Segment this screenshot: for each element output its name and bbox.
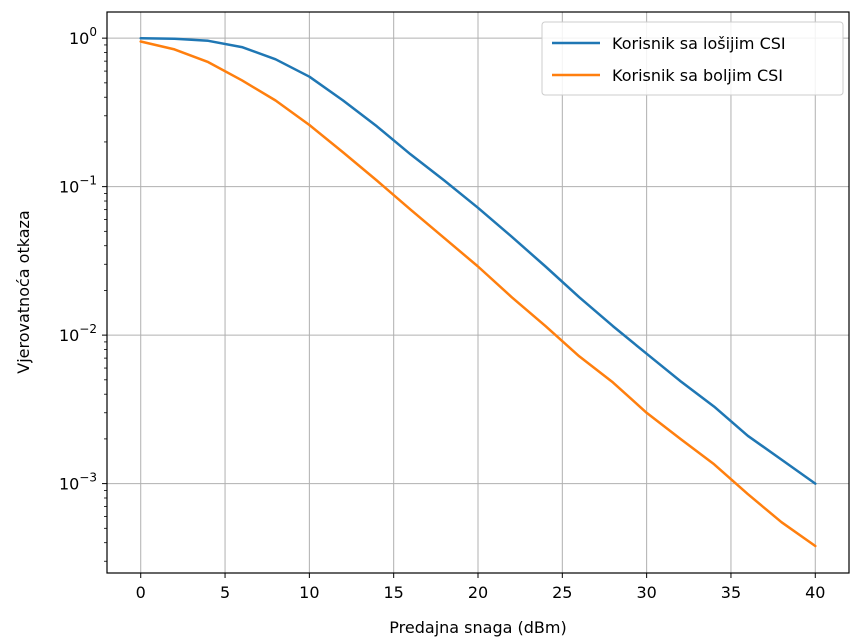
x-axis-label: Predajna snaga (dBm)	[389, 618, 566, 637]
x-tick-label: 25	[552, 583, 572, 602]
x-tick-label: 10	[299, 583, 319, 602]
y-tick-base: 10	[59, 475, 79, 494]
legend-label-series-1: Korisnik sa boljim CSI	[612, 66, 783, 85]
y-tick-base: 10	[59, 178, 79, 197]
x-tick-label: 40	[805, 583, 825, 602]
y-tick-label: 10−3	[59, 471, 97, 494]
y-tick-exponent: −1	[79, 174, 97, 188]
x-tick-label: 35	[721, 583, 741, 602]
legend: Korisnik sa lošijim CSI Korisnik sa bolj…	[541, 21, 844, 96]
y-tick-label: 100	[69, 25, 97, 48]
x-tick-label: 0	[136, 583, 146, 602]
legend-label-series-0: Korisnik sa lošijim CSI	[612, 34, 786, 53]
y-tick-exponent: −2	[79, 322, 97, 336]
x-tick-label: 15	[384, 583, 404, 602]
y-tick-exponent: −3	[79, 471, 97, 485]
y-tick-label: 10−1	[59, 174, 97, 197]
series-line-1	[139, 40, 817, 548]
y-tick-base: 10	[69, 29, 89, 48]
y-tick-label: 10−2	[59, 322, 97, 345]
y-tick-base: 10	[59, 326, 79, 345]
x-tick-label: 20	[468, 583, 488, 602]
series-layer	[139, 37, 817, 548]
series-line-0	[139, 37, 817, 485]
y-axis-label: Vjerovatnoća otkaza	[14, 210, 33, 373]
legend-box	[541, 21, 844, 96]
x-tick-label: 5	[220, 583, 230, 602]
y-tick-exponent: 0	[89, 25, 97, 39]
x-tick-label: 30	[636, 583, 656, 602]
